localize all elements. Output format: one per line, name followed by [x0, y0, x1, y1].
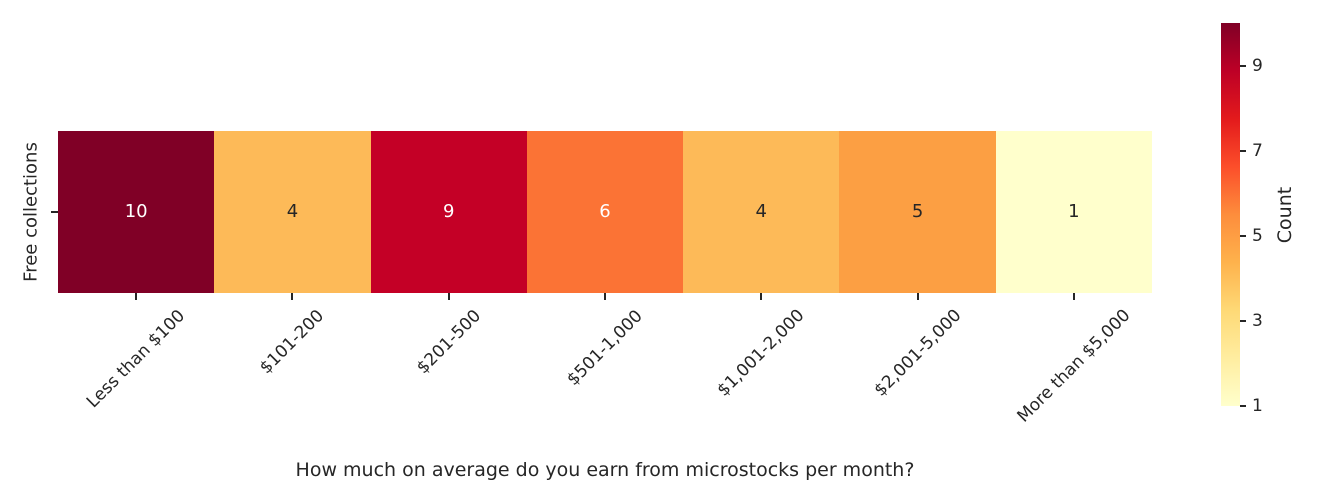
x-tick-mark	[447, 293, 450, 300]
x-tick-mark	[760, 293, 763, 300]
colorbar-tick-label: 9	[1252, 55, 1263, 76]
cell-value: 6	[599, 201, 611, 222]
colorbar-tick-label: 3	[1252, 310, 1263, 331]
x-tick-label: More than $5,000	[1013, 305, 1135, 427]
colorbar-tick-label: 5	[1252, 225, 1263, 246]
x-tick-mark	[291, 293, 294, 300]
x-tick-mark	[135, 293, 138, 300]
x-tick-mark	[916, 293, 919, 300]
colorbar-tick-mark	[1240, 319, 1246, 322]
heatmap-cell: 9	[370, 131, 527, 293]
colorbar-tick-mark	[1240, 149, 1246, 152]
heatmap-cell: 6	[526, 131, 684, 293]
x-tick-label: $101-200	[256, 306, 329, 379]
cell-value: 9	[442, 201, 455, 222]
colorbar-tick-mark	[1240, 405, 1246, 407]
x-tick-mark	[604, 293, 606, 300]
colorbar-tick-mark	[1240, 234, 1246, 237]
colorbar-tick-mark	[1240, 64, 1246, 67]
x-tick-label: $201-500	[412, 306, 485, 379]
x-tick-label: $501-1,000	[563, 305, 647, 390]
cell-value: 4	[286, 201, 299, 222]
heatmap-cell: 4	[214, 131, 371, 293]
x-axis-title: How much on average do you earn from mic…	[295, 459, 915, 481]
heatmap-cell: 10	[58, 131, 215, 293]
heatmap-cell: 4	[683, 131, 840, 293]
heatmap-cell: 5	[839, 131, 996, 293]
cell-value: 10	[124, 201, 148, 222]
y-axis-tick-label: Free collections	[20, 142, 42, 282]
x-tick-label: Less than $100	[83, 305, 190, 413]
x-tick-mark	[1072, 293, 1075, 300]
x-tick-label: $2,001-5,000	[870, 305, 966, 401]
cell-value: 4	[755, 201, 767, 222]
y-tick-mark	[51, 211, 58, 213]
colorbar-gradient	[1221, 23, 1240, 406]
cell-value: 5	[911, 201, 924, 222]
colorbar-title: Count	[1274, 186, 1296, 244]
colorbar-tick-label: 7	[1252, 140, 1263, 161]
heatmap-cell: 1	[995, 131, 1152, 293]
cell-value: 1	[1068, 201, 1080, 222]
x-tick-label: $1,001-2,000	[713, 305, 809, 401]
colorbar-tick-label: 1	[1252, 396, 1263, 416]
heatmap-grid: 10 4 9 6 4 5 1	[58, 131, 1152, 293]
